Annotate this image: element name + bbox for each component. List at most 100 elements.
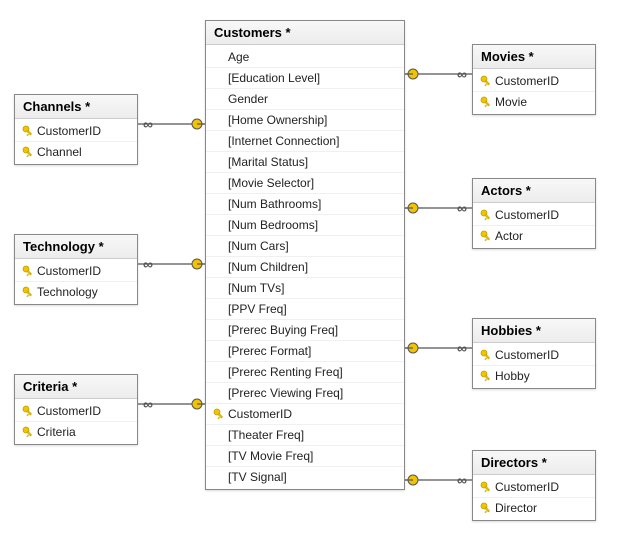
key-icon <box>479 95 493 109</box>
entity-body: CustomerID Criteria <box>15 399 137 444</box>
entity-body: CustomerID Movie <box>473 69 595 114</box>
key-icon <box>21 145 35 159</box>
field-row[interactable]: CustomerID <box>473 477 595 497</box>
field-row[interactable]: [Prerec Buying Freq] <box>206 319 404 340</box>
field-label: Criteria <box>37 423 131 441</box>
field-row[interactable]: [Education Level] <box>206 67 404 88</box>
field-row[interactable]: Criteria <box>15 421 137 442</box>
svg-text:∞: ∞ <box>143 116 153 132</box>
svg-text:∞: ∞ <box>457 472 467 488</box>
key-icon <box>21 285 35 299</box>
field-row[interactable]: [Prerec Renting Freq] <box>206 361 404 382</box>
field-label: Gender <box>228 90 398 108</box>
field-label: Movie <box>495 93 589 111</box>
field-label: CustomerID <box>495 478 589 496</box>
field-row[interactable]: CustomerID <box>15 401 137 421</box>
field-label: [Internet Connection] <box>228 132 398 150</box>
primary-key-slot <box>477 95 495 109</box>
entity-body: Age[Education Level] Gender[Home Ownershi… <box>206 45 404 489</box>
field-row[interactable]: [Num Cars] <box>206 235 404 256</box>
field-row[interactable]: [Movie Selector] <box>206 172 404 193</box>
field-label: CustomerID <box>37 122 131 140</box>
field-label: CustomerID <box>495 72 589 90</box>
field-label: [TV Signal] <box>228 468 398 486</box>
entity-movies[interactable]: Movies * CustomerID Movie <box>472 44 596 115</box>
key-icon <box>479 480 493 494</box>
field-row[interactable]: [Num TVs] <box>206 277 404 298</box>
svg-text:∞: ∞ <box>143 256 153 272</box>
field-row[interactable]: CustomerID <box>15 121 137 141</box>
entity-body: CustomerID Director <box>473 475 595 520</box>
entity-directors[interactable]: Directors * CustomerID Director <box>472 450 596 521</box>
primary-key-slot <box>210 407 228 421</box>
key-icon <box>479 74 493 88</box>
field-row[interactable]: CustomerID <box>473 205 595 225</box>
primary-key-slot <box>477 501 495 515</box>
field-row[interactable]: [Num Children] <box>206 256 404 277</box>
field-row[interactable]: CustomerID <box>473 71 595 91</box>
field-row[interactable]: [Home Ownership] <box>206 109 404 130</box>
entity-body: CustomerID Channel <box>15 119 137 164</box>
field-row[interactable]: Hobby <box>473 365 595 386</box>
field-row[interactable]: Gender <box>206 88 404 109</box>
key-icon <box>479 501 493 515</box>
primary-key-slot <box>477 208 495 222</box>
primary-key-slot <box>19 264 37 278</box>
field-row[interactable]: [Num Bathrooms] <box>206 193 404 214</box>
field-row[interactable]: CustomerID <box>15 261 137 281</box>
field-label: CustomerID <box>37 262 131 280</box>
field-row[interactable]: [PPV Freq] <box>206 298 404 319</box>
entity-customers[interactable]: Customers * Age[Education Level]Gender[H… <box>205 20 405 490</box>
field-label: [Prerec Format] <box>228 342 398 360</box>
field-label: [Num Cars] <box>228 237 398 255</box>
field-label: [Prerec Viewing Freq] <box>228 384 398 402</box>
field-row[interactable]: Director <box>473 497 595 518</box>
field-row[interactable]: [Internet Connection] <box>206 130 404 151</box>
field-row[interactable]: [TV Movie Freq] <box>206 445 404 466</box>
entity-title: Actors * <box>473 179 595 203</box>
field-label: [Num TVs] <box>228 279 398 297</box>
primary-key-slot <box>477 369 495 383</box>
field-row[interactable]: CustomerID <box>473 345 595 365</box>
field-label: Channel <box>37 143 131 161</box>
field-row[interactable]: [Num Bedrooms] <box>206 214 404 235</box>
entity-title: Hobbies * <box>473 319 595 343</box>
field-row[interactable]: [Marital Status] <box>206 151 404 172</box>
field-row[interactable]: Age <box>206 47 404 67</box>
key-icon <box>212 407 226 421</box>
key-icon <box>21 425 35 439</box>
primary-key-slot <box>477 74 495 88</box>
entity-title: Channels * <box>15 95 137 119</box>
entity-criteria[interactable]: Criteria * CustomerID Criteria <box>14 374 138 445</box>
field-row[interactable]: [Prerec Format] <box>206 340 404 361</box>
field-label: Actor <box>495 227 589 245</box>
field-label: [Num Bedrooms] <box>228 216 398 234</box>
primary-key-slot <box>477 348 495 362</box>
field-row[interactable]: [Theater Freq] <box>206 424 404 445</box>
field-row[interactable]: Channel <box>15 141 137 162</box>
key-icon <box>21 264 35 278</box>
key-icon <box>479 208 493 222</box>
entity-body: CustomerID Technology <box>15 259 137 304</box>
entity-technology[interactable]: Technology * CustomerID Technology <box>14 234 138 305</box>
field-label: CustomerID <box>37 402 131 420</box>
entity-body: CustomerID Hobby <box>473 343 595 388</box>
field-row[interactable]: Actor <box>473 225 595 246</box>
field-row[interactable]: Movie <box>473 91 595 112</box>
field-row[interactable]: [Prerec Viewing Freq] <box>206 382 404 403</box>
entity-actors[interactable]: Actors * CustomerID Actor <box>472 178 596 249</box>
diagram-canvas: ∞∞∞∞∞∞∞ Channels * CustomerID Channel Te… <box>0 0 624 551</box>
field-row[interactable]: [TV Signal] <box>206 466 404 487</box>
svg-text:∞: ∞ <box>457 340 467 356</box>
entity-title: Criteria * <box>15 375 137 399</box>
field-label: [Prerec Renting Freq] <box>228 363 398 381</box>
entity-channels[interactable]: Channels * CustomerID Channel <box>14 94 138 165</box>
field-row[interactable]: Technology <box>15 281 137 302</box>
field-label: [Prerec Buying Freq] <box>228 321 398 339</box>
field-label: Hobby <box>495 367 589 385</box>
key-icon <box>479 229 493 243</box>
entity-hobbies[interactable]: Hobbies * CustomerID Hobby <box>472 318 596 389</box>
key-icon <box>21 124 35 138</box>
primary-key-slot <box>19 145 37 159</box>
field-row[interactable]: CustomerID <box>206 403 404 424</box>
